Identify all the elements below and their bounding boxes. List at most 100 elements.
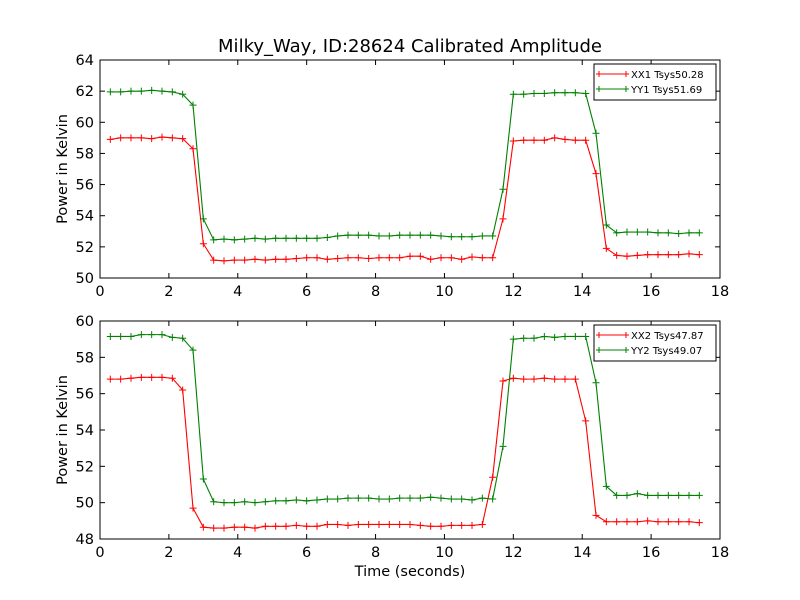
- data-point: [644, 491, 652, 499]
- data-point: [406, 494, 414, 502]
- chart-title: Milky_Way, ID:28624 Calibrated Amplitude: [218, 36, 602, 57]
- legend: XX2 Tsys47.87 YY2 Tsys49.07: [593, 324, 717, 362]
- data-point: [385, 232, 393, 240]
- data-point: [241, 498, 249, 506]
- data-point: [385, 520, 393, 528]
- data-point: [623, 252, 631, 260]
- y-tick-label: 58: [76, 146, 94, 162]
- data-point: [199, 523, 207, 531]
- y-tick-label: 50: [76, 496, 94, 512]
- data-point: [365, 494, 373, 502]
- data-point: [210, 498, 218, 506]
- data-point: [210, 256, 218, 264]
- data-point: [540, 136, 548, 144]
- y-tick-label: 56: [76, 387, 94, 403]
- data-point: [303, 254, 311, 262]
- data-point: [592, 379, 600, 387]
- data-point: [633, 490, 641, 498]
- x-tick-label: 0: [95, 545, 104, 561]
- x-tick-label: 4: [233, 545, 242, 561]
- data-point: [416, 231, 424, 239]
- data-point: [509, 374, 517, 382]
- data-point: [592, 511, 600, 519]
- data-point: [261, 256, 269, 264]
- legend-marker: [596, 71, 629, 77]
- data-point: [261, 522, 269, 530]
- data-point: [592, 170, 600, 178]
- y-axis-label: Power in Kelvin: [55, 375, 71, 485]
- series-line: [110, 376, 700, 529]
- chart-panel-2: 0 2 4 6 8 10 12 14 16 18 48 50 52 54 56 58 60 Power in Ke…: [55, 314, 729, 580]
- axes-frame: [99, 59, 721, 279]
- data-point: [261, 235, 269, 243]
- x-tick-label: 6: [302, 284, 311, 300]
- x-tick-label: 16: [642, 545, 660, 561]
- legend: XX1 Tsys50.28 YY1 Tsys51.69: [593, 63, 717, 101]
- data-point: [675, 251, 683, 259]
- data-point: [365, 231, 373, 239]
- data-point: [489, 254, 497, 262]
- data-point: [179, 135, 187, 143]
- x-axis-label: Time (seconds): [354, 564, 466, 580]
- data-point: [458, 495, 466, 503]
- data-point: [499, 442, 507, 450]
- y-tick-label: 52: [76, 459, 94, 475]
- x-tick-label: 4: [233, 284, 242, 300]
- data-point: [437, 254, 445, 262]
- data-point: [520, 136, 528, 144]
- data-point: [158, 133, 166, 141]
- data-point: [117, 134, 125, 142]
- data-point: [644, 517, 652, 525]
- data-point: [520, 375, 528, 383]
- data-point: [447, 233, 455, 241]
- data-point: [272, 522, 280, 530]
- data-point: [561, 135, 569, 143]
- data-point: [613, 251, 621, 259]
- data-point: [344, 494, 352, 502]
- data-point: [251, 499, 259, 507]
- data-point: [137, 331, 145, 339]
- data-point: [241, 523, 249, 531]
- y-tick-label: 64: [76, 53, 94, 69]
- data-point: [685, 229, 693, 237]
- data-point: [158, 373, 166, 381]
- legend-marker: [596, 86, 629, 92]
- data-point: [148, 373, 156, 381]
- data-point: [468, 253, 476, 261]
- x-tick-label: 18: [711, 284, 729, 300]
- data-point: [551, 333, 559, 341]
- data-point: [137, 87, 145, 95]
- data-point: [148, 331, 156, 339]
- data-point: [168, 333, 176, 341]
- data-point: [282, 234, 290, 242]
- data-point: [220, 257, 228, 265]
- data-point: [458, 255, 466, 263]
- data-point: [582, 332, 590, 340]
- data-point: [199, 475, 207, 483]
- data-point: [654, 229, 662, 237]
- data-point: [323, 495, 331, 503]
- data-point: [313, 522, 321, 530]
- data-point: [685, 518, 693, 526]
- data-point: [685, 250, 693, 258]
- data-point: [447, 254, 455, 262]
- data-point: [375, 495, 383, 503]
- data-point: [437, 232, 445, 240]
- data-point: [230, 256, 238, 264]
- data-point: [179, 334, 187, 342]
- data-point: [623, 491, 631, 499]
- data-point: [323, 255, 331, 263]
- y-tick-label: 58: [76, 350, 94, 366]
- legend-box: [593, 324, 717, 362]
- data-point: [106, 88, 114, 96]
- data-point: [613, 491, 621, 499]
- data-point: [623, 518, 631, 526]
- data-point: [354, 254, 362, 262]
- data-point: [303, 522, 311, 530]
- data-point: [447, 521, 455, 529]
- data-point: [148, 135, 156, 143]
- data-point: [458, 233, 466, 241]
- data-point: [540, 332, 548, 340]
- y-tick-label: 54: [76, 423, 94, 439]
- data-point: [282, 255, 290, 263]
